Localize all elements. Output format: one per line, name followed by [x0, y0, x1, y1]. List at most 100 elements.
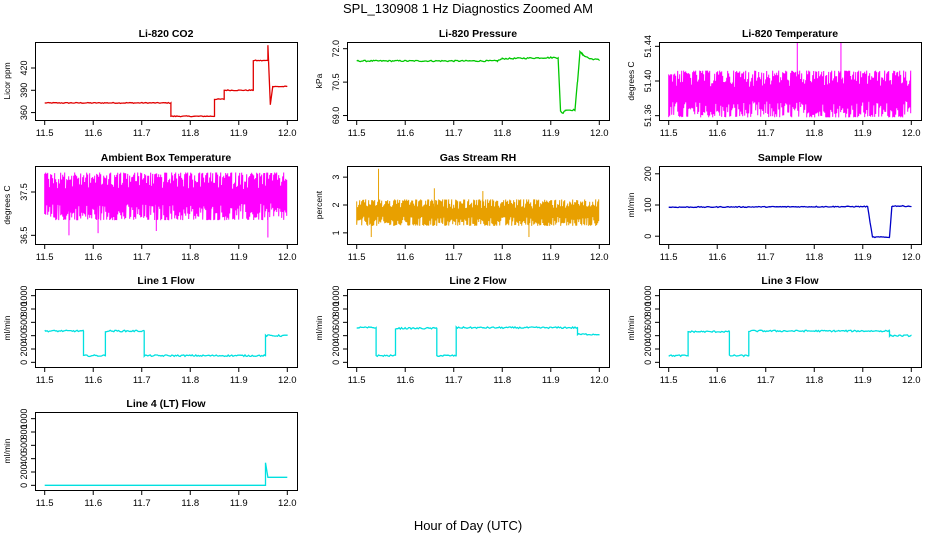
x-tick-label: 12.0	[278, 375, 297, 386]
x-tick-label: 11.8	[181, 252, 199, 263]
x-tick-label: 11.6	[396, 252, 414, 263]
x-tick-label: 11.9	[542, 128, 560, 139]
x-tick-label: 11.6	[84, 252, 102, 263]
x-tick-label: 11.8	[805, 128, 823, 139]
y-tick-label: 2	[331, 202, 341, 207]
x-tick-label: 11.9	[542, 375, 560, 386]
y-tick-label: 37.5	[19, 183, 29, 201]
y-tick-label: 400	[19, 451, 29, 466]
y-tick-label: 0	[19, 483, 29, 488]
series-line	[44, 462, 288, 486]
plot-frame	[347, 289, 610, 368]
chart-ambient_temp: Ambient Box Temperature degrees C 11.5 11.6…	[2, 152, 298, 263]
y-tick-label: 51.44	[643, 35, 653, 58]
y-tick-label: 0	[331, 360, 341, 365]
x-tick-label: 12.0	[902, 375, 921, 386]
y-tick-label: 800	[19, 424, 29, 439]
x-tick-label: 11.5	[36, 252, 54, 263]
x-tick-label: 11.7	[445, 375, 463, 386]
series-line	[44, 329, 288, 358]
x-tick-label: 11.8	[805, 252, 823, 263]
chart-line3_flow: Line 3 Flow ml/min 11.5 11.6 11.7 11.8 11.9 12.…	[626, 275, 922, 386]
y-axis-label: ml/min	[2, 438, 12, 463]
plot-frame	[35, 289, 298, 368]
x-tick-label: 11.8	[493, 128, 511, 139]
y-axis-label: ml/min	[626, 192, 636, 217]
y-tick-label: 1	[331, 230, 341, 235]
chart-title: Line 2 Flow	[449, 275, 507, 287]
page-title: SPL_130908 1 Hz Diagnostics Zoomed AM	[342, 1, 594, 16]
plot-frame	[347, 42, 610, 121]
y-tick-label: 400	[643, 328, 653, 343]
y-axis-label: degrees C	[2, 185, 12, 224]
y-tick-label: 69.0	[331, 107, 341, 125]
x-tick-label: 11.9	[854, 375, 872, 386]
y-axis-label: Licor ppm	[2, 62, 12, 99]
x-tick-label: 11.5	[660, 128, 678, 139]
x-tick-label: 11.7	[133, 375, 151, 386]
x-tick-label: 11.6	[84, 498, 102, 509]
x-tick-label: 11.7	[133, 252, 151, 263]
y-tick-label: 400	[331, 328, 341, 343]
x-tick-label: 11.5	[348, 252, 366, 263]
chart-licor_temp: Li-820 Temperature degrees C 11.5 11.6 11.7 1…	[626, 28, 922, 139]
y-tick-label: 390	[19, 83, 29, 98]
x-tick-label: 11.9	[230, 128, 248, 139]
x-tick-label: 11.6	[708, 252, 726, 263]
chart-line4_flow: Line 4 (LT) Flow ml/min 11.5 11.6 11.7 11.8 11…	[2, 398, 298, 509]
chart-line2_flow: Line 2 Flow ml/min 11.5 11.6 11.7 11.8 11.9 12.…	[314, 275, 610, 386]
x-tick-label: 11.9	[230, 375, 248, 386]
plot-frame	[659, 289, 922, 368]
x-tick-label: 11.7	[757, 375, 775, 386]
chart-title: Gas Stream RH	[440, 152, 516, 164]
y-tick-label: 400	[19, 328, 29, 343]
chart-rh: Gas Stream RH percent 11.5 11.6 11.7 11.8 11.9…	[314, 152, 610, 263]
y-tick-label: 70.5	[331, 73, 341, 91]
y-axis-label: ml/min	[314, 315, 324, 340]
x-tick-label: 11.7	[757, 128, 775, 139]
chart-title: Li-820 Pressure	[439, 28, 517, 40]
x-tick-label: 11.6	[708, 128, 726, 139]
y-tick-label: 0	[19, 360, 29, 365]
y-axis-label: percent	[314, 190, 324, 219]
x-tick-label: 11.5	[348, 128, 366, 139]
chart-line1_flow: Line 1 Flow ml/min 11.5 11.6 11.7 11.8 11.9 12.…	[2, 275, 298, 386]
chart-sample_flow: Sample Flow ml/min 11.5 11.6 11.7 11.8 11.9 12.…	[626, 152, 922, 263]
x-tick-label: 12.0	[902, 128, 921, 139]
x-tick-label: 11.8	[181, 498, 199, 509]
plot-frame	[35, 42, 298, 121]
x-tick-label: 12.0	[590, 375, 609, 386]
x-tick-label: 11.9	[854, 252, 872, 263]
x-axis-label: Hour of Day (UTC)	[413, 518, 523, 533]
x-tick-label: 11.5	[36, 498, 54, 509]
chart-title: Ambient Box Temperature	[101, 152, 232, 164]
x-tick-label: 11.8	[805, 375, 823, 386]
x-tick-label: 11.6	[396, 375, 414, 386]
chart-title: Sample Flow	[758, 152, 823, 164]
plot-frame	[35, 166, 298, 245]
chart-co2: Li-820 CO2 Licor ppm 11.5 11.6 11.7 11.8 11.9 1…	[2, 28, 298, 139]
x-tick-label: 12.0	[278, 252, 297, 263]
series-line	[668, 204, 912, 239]
series-band	[668, 70, 912, 118]
chart-title: Li-820 Temperature	[742, 28, 838, 40]
x-tick-label: 11.5	[36, 128, 54, 139]
series-line	[356, 49, 600, 114]
y-tick-label: 200	[331, 341, 341, 356]
chart-pressure: Li-820 Pressure kPa 11.5 11.6 11.7 11.8 11.9 12…	[314, 28, 610, 139]
y-tick-label: 51.40	[643, 70, 653, 93]
x-tick-label: 11.7	[445, 252, 463, 263]
y-tick-label: 600	[643, 315, 653, 330]
x-tick-label: 11.8	[181, 375, 199, 386]
y-tick-label: 51.36	[643, 104, 653, 127]
chart-title: Line 1 Flow	[137, 275, 195, 287]
x-tick-label: 12.0	[590, 128, 609, 139]
y-tick-label: 600	[19, 315, 29, 330]
x-tick-label: 11.7	[445, 128, 463, 139]
y-tick-label: 800	[643, 301, 653, 316]
x-tick-label: 11.6	[708, 375, 726, 386]
series-line	[356, 325, 600, 358]
y-tick-label: 200	[643, 166, 653, 181]
x-tick-label: 11.7	[133, 498, 151, 509]
